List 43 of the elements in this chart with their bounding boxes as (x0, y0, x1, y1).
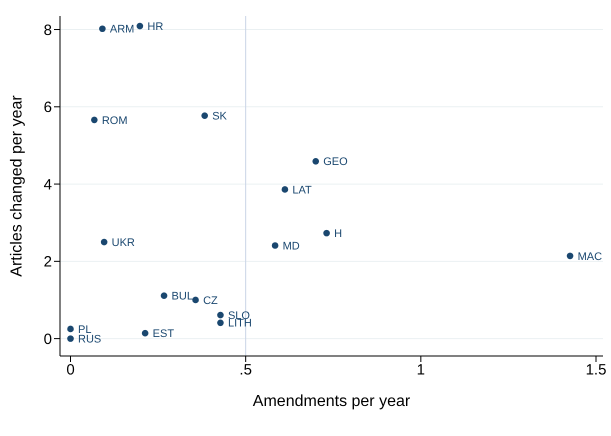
y-tick-label: 0 (44, 330, 52, 348)
point (217, 312, 224, 318)
point (67, 335, 74, 342)
point (67, 326, 74, 332)
point (201, 112, 208, 119)
point (100, 238, 108, 246)
point (160, 292, 168, 300)
annotation: ARM (110, 24, 134, 36)
point (272, 242, 278, 249)
point (136, 22, 144, 30)
y-tick-label: 4 (44, 176, 52, 194)
annotation: GEO (323, 156, 348, 168)
y-axis-title: Articles changed per year (8, 94, 26, 277)
point (91, 116, 98, 124)
y-tick-label: 8 (44, 22, 52, 39)
annotation: CZ (203, 294, 218, 307)
point (282, 186, 288, 193)
point (142, 330, 148, 337)
x-axis-title: Amendments per year (252, 393, 411, 410)
x-tick-label: 1.5 (586, 362, 606, 379)
annotation: HR (147, 20, 164, 33)
annotation: ROM (102, 114, 128, 127)
annotation: MD (282, 240, 300, 252)
annotation: RUS (78, 334, 102, 346)
y-tick-label: 2 (44, 254, 52, 271)
annotation: EST (152, 328, 174, 340)
point (323, 230, 330, 236)
annotation: LAT (292, 184, 312, 196)
annotation: BUL (172, 290, 193, 303)
annotation: UKR (112, 236, 135, 249)
y-tick-label: 6 (44, 99, 52, 116)
point (217, 319, 224, 326)
annotation: MAC (578, 250, 602, 263)
x-tick-label: 1 (416, 362, 426, 379)
x-tick-label: .5 (239, 362, 252, 379)
x-tick-label: 0 (66, 362, 75, 379)
point (312, 158, 320, 165)
annotation: H (334, 228, 342, 240)
point (99, 25, 106, 32)
annotation: PL (78, 324, 92, 336)
point (566, 252, 574, 260)
point (192, 296, 199, 304)
annotation: SK (212, 110, 228, 123)
